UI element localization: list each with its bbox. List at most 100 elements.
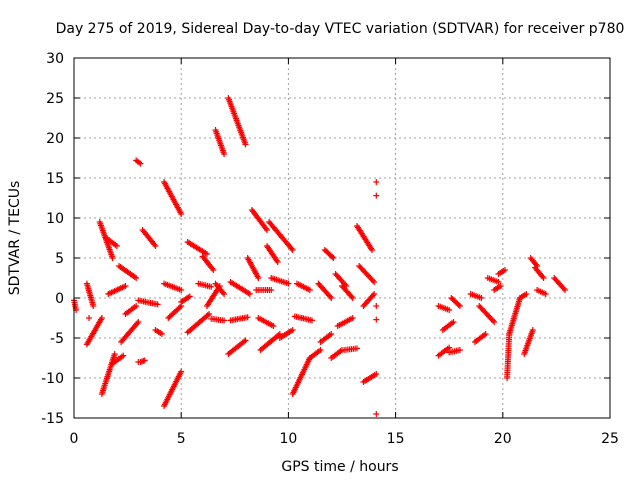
satellite-arc — [105, 283, 129, 297]
data-point — [113, 243, 120, 249]
satellite-arc — [152, 327, 165, 337]
x-tick-label: 10 — [279, 431, 297, 447]
x-tick-label: 25 — [601, 431, 619, 447]
satellite-arc — [227, 314, 251, 324]
satellite-arc — [491, 283, 504, 293]
satellite-arc — [208, 315, 228, 324]
satellite-arc — [137, 357, 148, 365]
satellite-arc — [315, 280, 335, 301]
data-point — [327, 293, 334, 300]
data-point — [133, 303, 140, 309]
satellite-arc — [225, 337, 249, 357]
satellite-arc — [276, 327, 296, 341]
satellite-arc — [133, 157, 144, 167]
data-point — [349, 295, 356, 301]
data-point — [450, 319, 457, 325]
satellite-arc — [212, 127, 228, 157]
data-point — [137, 160, 144, 167]
data-point — [204, 312, 211, 319]
data-point — [329, 253, 336, 260]
satellite-arc — [516, 291, 530, 301]
data-point — [109, 255, 116, 261]
data-point — [242, 141, 249, 148]
data-point — [560, 285, 567, 292]
satellite-arc — [212, 280, 228, 297]
y-axis-label: SDTVAR / TECUs — [7, 181, 23, 296]
satellite-arc — [332, 271, 350, 289]
data-point — [263, 227, 270, 233]
data-point — [354, 345, 361, 352]
satellite-arc — [116, 263, 140, 281]
data-point — [328, 331, 335, 337]
satellite-arc — [161, 179, 185, 217]
data-point — [456, 303, 463, 309]
data-point — [111, 351, 118, 357]
satellite-arc — [253, 287, 275, 293]
satellite-arc — [225, 95, 249, 148]
satellite-arc — [356, 263, 378, 285]
satellite-arc — [248, 207, 270, 233]
satellite-arc — [161, 368, 185, 409]
data-point — [90, 303, 97, 309]
data-point — [255, 275, 262, 281]
data-point — [133, 275, 140, 281]
data-point — [176, 304, 183, 311]
data-point — [98, 315, 105, 321]
data-point — [371, 279, 378, 285]
chart-title: Day 275 of 2019, Sidereal Day-to-day VTE… — [56, 21, 625, 37]
satellite-arc — [263, 243, 281, 265]
y-tick-label: -5 — [50, 331, 64, 347]
satellite-arc — [306, 347, 324, 361]
data-point — [456, 347, 463, 353]
data-point — [542, 291, 549, 297]
satellite-arc — [165, 303, 185, 321]
satellite-arc — [334, 315, 356, 329]
satellite-arc — [360, 291, 378, 309]
data-point — [308, 317, 315, 324]
data-point — [209, 265, 216, 272]
data-point — [369, 292, 376, 299]
data-point — [246, 291, 253, 297]
data-point — [306, 287, 313, 293]
satellite-arc — [291, 313, 315, 324]
data-point — [141, 357, 148, 364]
satellite-arc — [83, 315, 105, 348]
data-point — [561, 287, 568, 293]
satellite-arc — [521, 327, 536, 357]
satellite-arc — [178, 293, 193, 305]
satellite-arc — [227, 279, 253, 297]
satellite-arc — [268, 275, 292, 287]
y-tick-label: 20 — [46, 131, 64, 147]
data-point — [242, 337, 249, 344]
satellite-arc — [255, 315, 277, 329]
data-point — [122, 283, 129, 289]
satellite-arc — [476, 303, 498, 325]
data-point — [120, 352, 127, 359]
satellite-arc — [122, 303, 140, 317]
y-tick-label: 5 — [55, 251, 64, 267]
x-axis-label: GPS time / hours — [281, 459, 398, 475]
satellite-arc — [534, 287, 549, 297]
data-point — [178, 211, 185, 217]
data-point — [491, 319, 498, 325]
data-point — [268, 287, 275, 293]
data-point — [373, 192, 380, 199]
data-point — [373, 371, 380, 377]
satellite-arc — [527, 255, 541, 269]
satellite-arc — [195, 280, 215, 290]
data-point — [317, 347, 324, 353]
y-tick-label: -10 — [41, 371, 64, 387]
satellite-arc — [354, 223, 376, 253]
data-point — [348, 293, 355, 300]
satellite-arc — [184, 239, 210, 257]
satellite-arc — [328, 347, 345, 361]
satellite-arc — [103, 235, 120, 249]
satellite-arc — [360, 371, 380, 385]
y-tick-label: 15 — [46, 171, 64, 187]
satellite-arc — [448, 295, 463, 309]
data-point — [446, 307, 453, 313]
data-point — [369, 277, 376, 284]
data-point — [529, 327, 536, 333]
axis-ticks: 0 5 10 15 20 25 -15 -10 -5 0 5 10 15 20 25 30 — [41, 51, 619, 447]
